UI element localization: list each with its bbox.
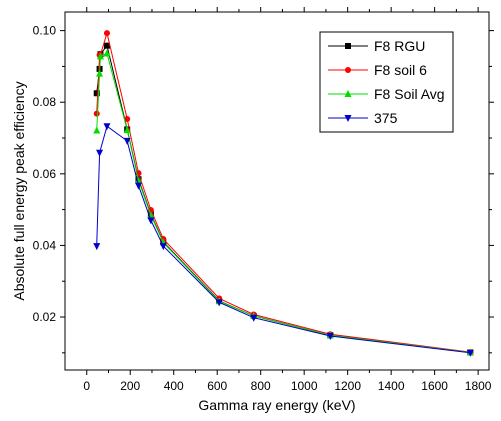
x-tick-label: 1600 (421, 379, 448, 393)
y-tick-label: 0.10 (33, 24, 57, 38)
data-point (250, 314, 258, 322)
legend-item: F8 Soil Avg (328, 86, 445, 102)
legend-item: 375 (328, 110, 398, 126)
legend-box (319, 31, 454, 133)
legend-item: F8 RGU (328, 38, 425, 54)
x-tick-label: 1000 (291, 379, 318, 393)
y-tick-label: 0.06 (33, 167, 57, 181)
legend: F8 RGU F8 soil 6 F8 Soil Avg 375 (319, 31, 454, 133)
data-point (124, 116, 131, 123)
y-axis-ticks: 0.02 0.04 0.06 0.08 0.10 (33, 24, 494, 354)
legend-label: F8 soil 6 (374, 62, 427, 78)
data-point (93, 243, 101, 251)
series-line (96, 125, 471, 354)
y-tick-label: 0.02 (33, 310, 57, 324)
legend-label: F8 Soil Avg (374, 86, 445, 102)
data-point (103, 123, 111, 131)
y-axis-label: Absolute full energy peak efficiency (11, 81, 27, 300)
x-tick-label: 0 (83, 379, 90, 393)
data-point (93, 90, 100, 97)
x-tick-label: 1400 (378, 379, 405, 393)
data-point (96, 52, 104, 60)
data-point (159, 243, 167, 251)
series-layer (93, 30, 474, 357)
x-tick-label: 1800 (465, 379, 492, 393)
data-point (326, 332, 334, 340)
legend-label: F8 RGU (374, 38, 425, 54)
x-tick-label: 1200 (334, 379, 361, 393)
legend-marker (344, 115, 352, 122)
legend-marker (344, 90, 352, 97)
legend-item: F8 soil 6 (328, 62, 427, 78)
x-axis-ticks: 0 200 400 600 800 1000 1200 1400 1600 1800 (83, 7, 492, 393)
data-point (123, 126, 131, 134)
data-point (103, 49, 111, 57)
data-point (96, 149, 104, 157)
x-tick-label: 800 (251, 379, 271, 393)
data-point (123, 137, 131, 145)
legend-marker (345, 67, 351, 73)
y-tick-label: 0.08 (33, 95, 57, 109)
data-point (466, 349, 474, 357)
data-point (103, 30, 110, 37)
data-point (147, 217, 155, 225)
data-point (103, 42, 110, 49)
x-tick-label: 600 (207, 379, 227, 393)
legend-marker (345, 43, 351, 49)
x-tick-label: 200 (120, 379, 140, 393)
data-point (134, 176, 142, 184)
data-point (93, 126, 101, 134)
x-axis-label: Gamma ray energy (keV) (198, 397, 355, 413)
y-tick-label: 0.04 (33, 238, 57, 252)
data-point (134, 182, 142, 190)
x-tick-label: 400 (164, 379, 184, 393)
data-point (96, 69, 104, 77)
data-point (215, 299, 223, 307)
series-4 (93, 123, 474, 357)
legend-label: 375 (374, 110, 398, 126)
plot-frame (64, 11, 490, 371)
data-point (93, 110, 100, 117)
